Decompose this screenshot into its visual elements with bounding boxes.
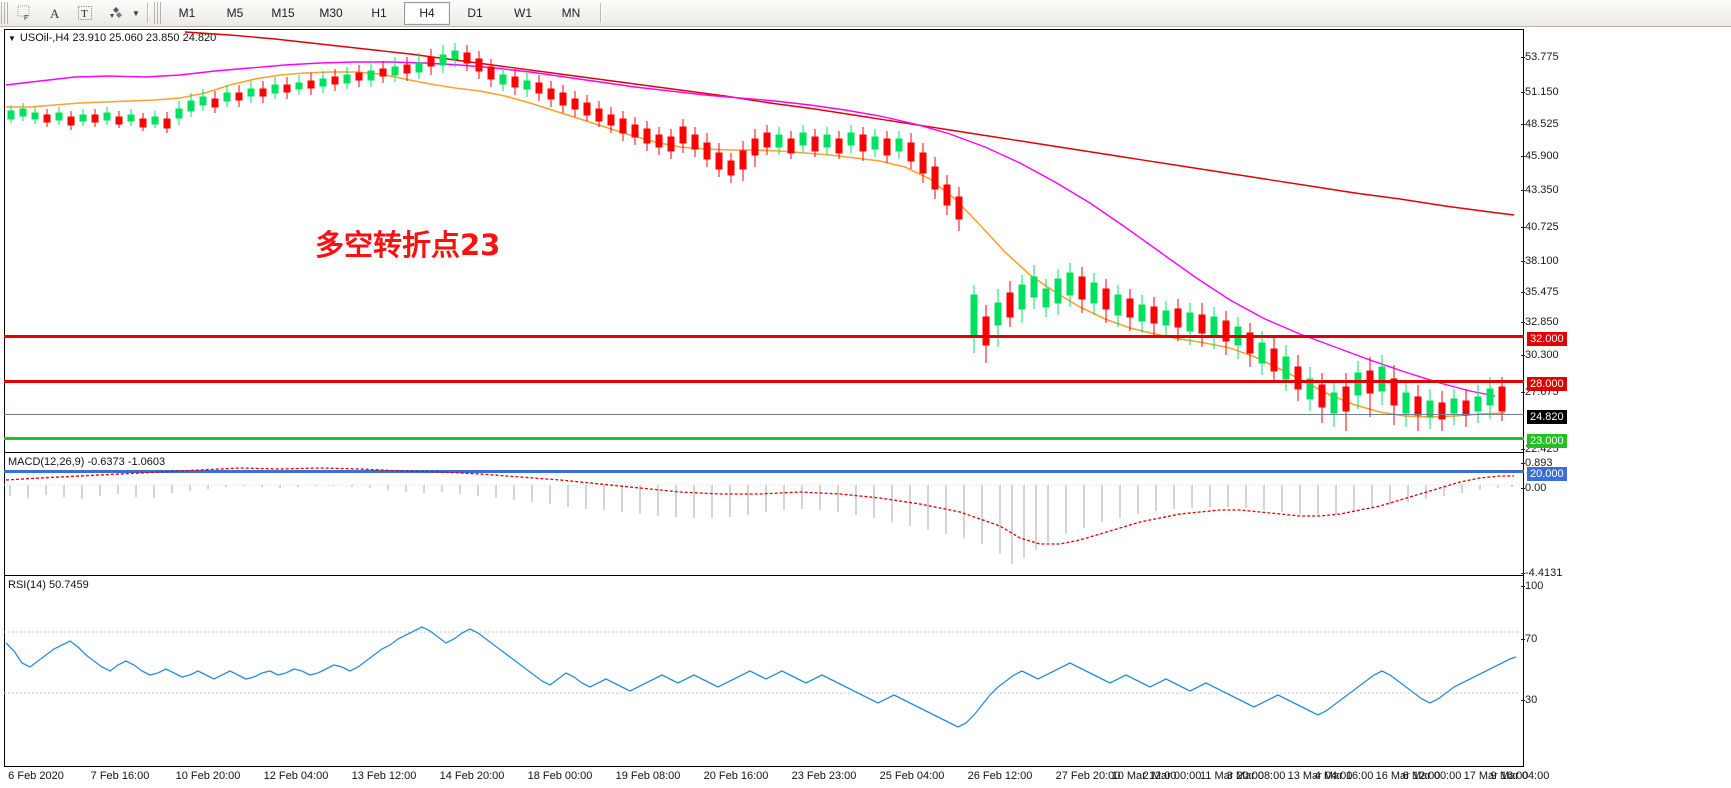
svg-text:A: A bbox=[50, 6, 60, 21]
ytick-macd-neg: -4.4131 bbox=[1520, 567, 1563, 579]
ytick-rsi-70: 70 bbox=[1520, 633, 1538, 645]
text-label-icon[interactable]: A bbox=[41, 1, 69, 26]
ytick-38100: 38.100 bbox=[1521, 255, 1559, 267]
timeframe-w1[interactable]: W1 bbox=[514, 6, 532, 20]
symbol-collapse-caret-icon[interactable]: ▼ bbox=[8, 33, 16, 43]
time-axis-extended: 10 Mar 12:00 11 Mar 20:00 13 Mar 04:00 1… bbox=[0, 768, 1731, 788]
xtick-12: 27 Feb 20:00 bbox=[1055, 770, 1121, 782]
chart-canvas[interactable]: ▼ USOil-,H4 23.910 25.060 23.850 24.820 … bbox=[0, 27, 1731, 788]
timeframe-m5[interactable]: M5 bbox=[226, 6, 244, 20]
xtick-21: 16 Mar 12:00 bbox=[1375, 770, 1441, 782]
ytick-macd-000: 0.00 bbox=[1520, 482, 1547, 494]
xtick-2: 10 Feb 20:00 bbox=[175, 770, 241, 782]
xtick-16: 6 Mar 00:00 bbox=[1402, 770, 1462, 782]
ytick-rsi-100: 100 bbox=[1520, 580, 1544, 592]
chart-annotation-text: 多空转折点23 bbox=[315, 228, 501, 262]
ytick-rsi-30: 30 bbox=[1520, 694, 1538, 706]
symbol-header[interactable]: ▼ USOil-,H4 23.910 25.060 23.850 24.820 bbox=[8, 32, 216, 44]
macd-pane-graphics bbox=[4, 467, 1520, 564]
xtick-4: 13 Feb 12:00 bbox=[351, 770, 417, 782]
ytick-35475: 35.475 bbox=[1521, 286, 1559, 298]
price-pane-graphics bbox=[5, 31, 1515, 431]
xtick-14: 3 Mar 08:00 bbox=[1226, 770, 1286, 782]
xtick-10: 25 Feb 04:00 bbox=[879, 770, 945, 782]
support-line-23000[interactable] bbox=[4, 437, 1524, 440]
ytick-macd-0893: 0.893 bbox=[1521, 457, 1553, 469]
xtick-5: 14 Feb 20:00 bbox=[439, 770, 505, 782]
ytick-43350: 43.350 bbox=[1521, 184, 1559, 196]
level-23000-badge[interactable]: 23.000 bbox=[1527, 434, 1567, 448]
xtick-13: 2 Mar 00:00 bbox=[1142, 770, 1202, 782]
ytick-30300: 30.300 bbox=[1521, 349, 1559, 361]
ytick-48525: 48.525 bbox=[1521, 118, 1559, 130]
xtick-22: 17 Mar 16:00 bbox=[1463, 770, 1529, 782]
timeframe-h4[interactable]: H4 bbox=[404, 1, 450, 25]
rsi-indicator-label: RSI(14) 50.7459 bbox=[8, 579, 89, 591]
shapes-icon[interactable] bbox=[101, 1, 129, 26]
support-line-20000[interactable] bbox=[4, 470, 1524, 473]
text-box-icon[interactable]: T bbox=[71, 1, 99, 26]
level-20000-badge[interactable]: 20.000 bbox=[1527, 467, 1567, 481]
pane-separator-price-macd bbox=[4, 452, 1524, 453]
timeframe-h1[interactable]: H1 bbox=[371, 6, 387, 20]
plot-frame bbox=[4, 29, 1524, 767]
xtick-15: 4 Mar 16:00 bbox=[1314, 770, 1374, 782]
svg-text:F: F bbox=[24, 15, 28, 21]
timeframe-grip-handle[interactable] bbox=[154, 2, 161, 24]
toolbar-separator-2 bbox=[600, 3, 601, 23]
macd-indicator-label: MACD(12,26,9) -0.6373 -1.0603 bbox=[8, 456, 166, 468]
chart-toolbar: F A T ▼ M1 M5 M15 M30 H1 bbox=[0, 0, 1731, 27]
last-price-badge[interactable]: 24.820 bbox=[1527, 410, 1567, 424]
xtick-6: 18 Feb 00:00 bbox=[527, 770, 593, 782]
price-axis[interactable]: 53.775 51.150 48.525 45.900 43.350 40.72… bbox=[1520, 29, 1731, 767]
pane-separator-macd-rsi bbox=[4, 575, 1524, 576]
timeframe-m1[interactable]: M1 bbox=[178, 6, 196, 20]
level-32000-badge[interactable]: 32.000 bbox=[1527, 332, 1567, 346]
svg-text:T: T bbox=[81, 8, 88, 20]
timeframe-mn[interactable]: MN bbox=[561, 6, 581, 20]
timeframe-m15[interactable]: M15 bbox=[271, 6, 295, 20]
xtick-8: 20 Feb 16:00 bbox=[703, 770, 769, 782]
xtick-0: 6 Feb 2020 bbox=[8, 770, 64, 782]
last-price-line bbox=[4, 414, 1524, 415]
xtick-3: 12 Feb 04:00 bbox=[263, 770, 329, 782]
xtick-9: 23 Feb 23:00 bbox=[791, 770, 857, 782]
time-axis[interactable]: 6 Feb 2020 7 Feb 16:00 10 Feb 20:00 12 F… bbox=[4, 768, 1549, 788]
ytick-51150: 51.150 bbox=[1521, 86, 1559, 98]
shapes-dropdown-caret-icon[interactable]: ▼ bbox=[132, 8, 140, 18]
level-28000-badge[interactable]: 28.000 bbox=[1527, 377, 1567, 391]
timeframe-m30[interactable]: M30 bbox=[319, 6, 343, 20]
rsi-pane-graphics bbox=[4, 626, 1520, 728]
timeframe-d1[interactable]: D1 bbox=[467, 6, 483, 20]
ytick-40725: 40.725 bbox=[1521, 221, 1559, 233]
xtick-20: 13 Mar 04:00 bbox=[1287, 770, 1353, 782]
resistance-line-28000[interactable] bbox=[4, 380, 1524, 383]
xtick-19: 11 Mar 20:00 bbox=[1199, 770, 1265, 782]
xtick-18: 10 Mar 12:00 bbox=[1111, 770, 1177, 782]
xtick-1: 7 Feb 16:00 bbox=[90, 770, 150, 782]
symbol-ohlc-text: USOil-,H4 23.910 25.060 23.850 24.820 bbox=[19, 32, 217, 44]
xtick-17: 9 Mar 04:00 bbox=[1490, 770, 1550, 782]
ytick-53775: 53.775 bbox=[1521, 51, 1559, 63]
ytick-32850: 32.850 bbox=[1521, 316, 1559, 328]
toolbar-separator bbox=[147, 3, 148, 23]
xtick-7: 19 Feb 08:00 bbox=[615, 770, 681, 782]
crosshair-f-icon[interactable]: F bbox=[11, 1, 39, 26]
toolbar-grip-handle[interactable] bbox=[1, 2, 8, 24]
resistance-line-32000[interactable] bbox=[4, 335, 1524, 338]
ytick-45900: 45.900 bbox=[1521, 150, 1559, 162]
xtick-11: 26 Feb 12:00 bbox=[967, 770, 1033, 782]
